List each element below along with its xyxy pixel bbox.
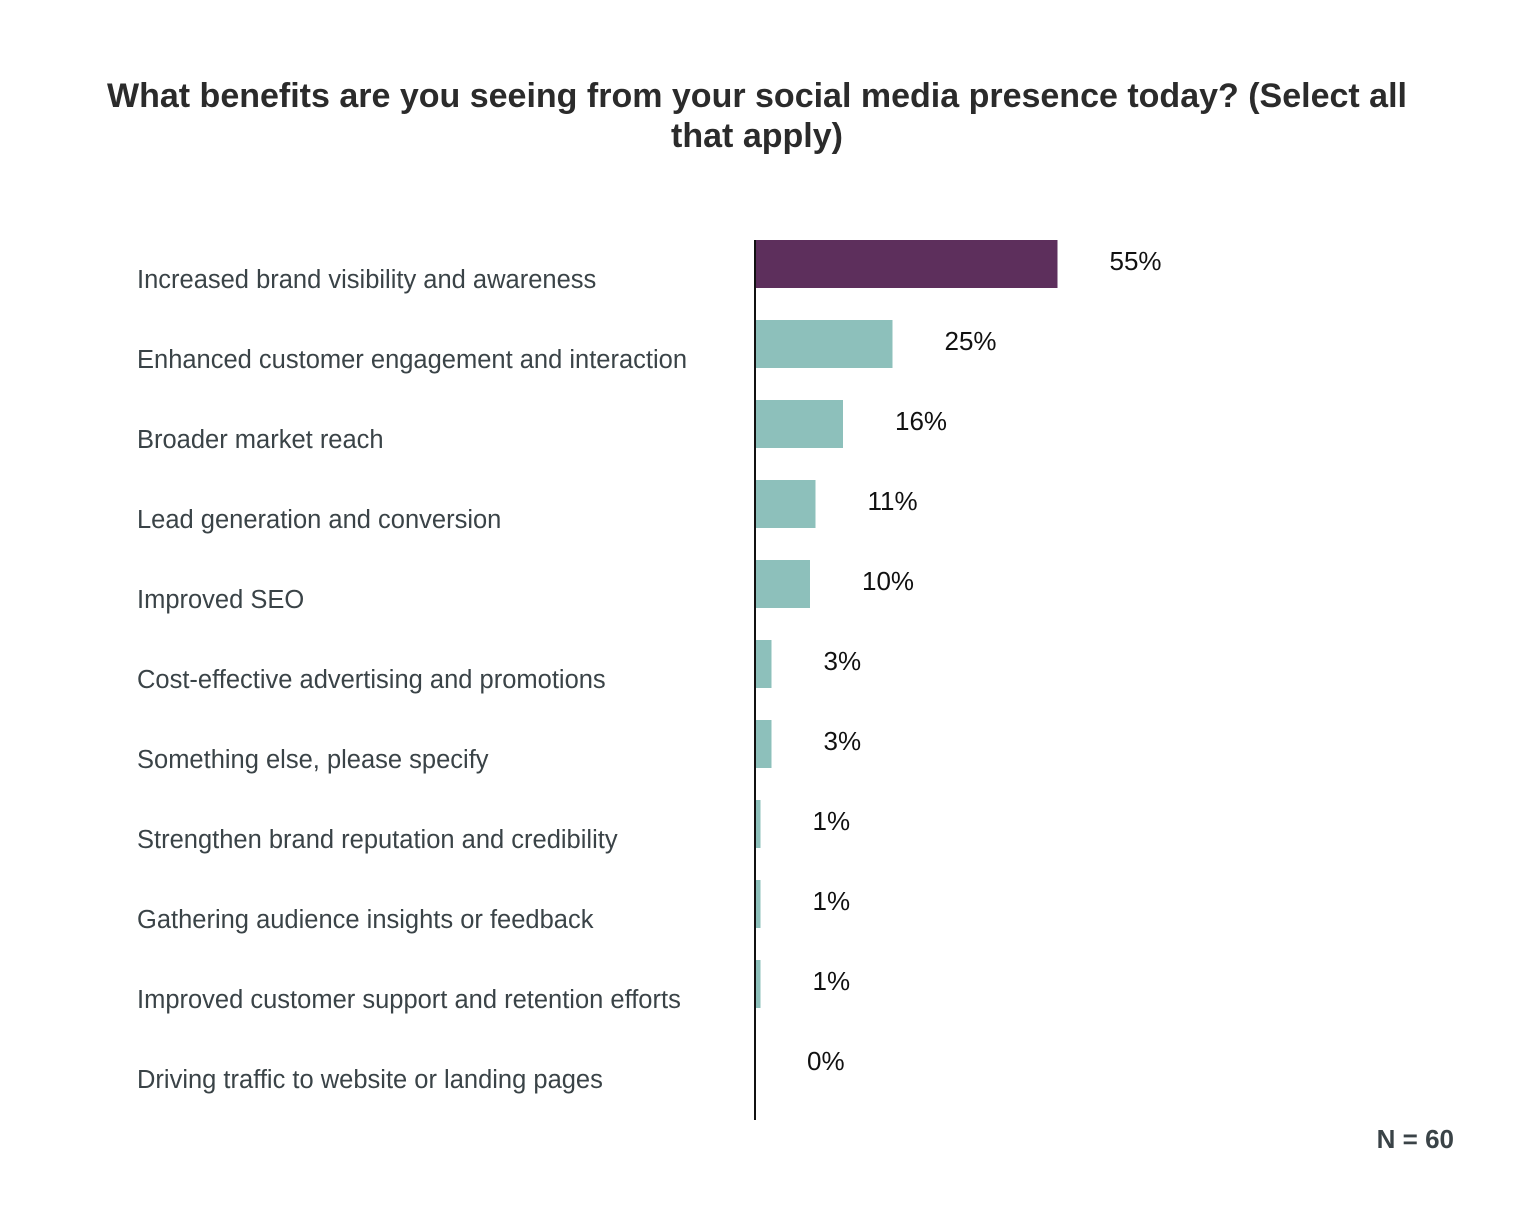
category-label-6: Cost-effective advertising and promotion… — [137, 666, 606, 694]
bar-7 — [755, 720, 772, 768]
category-label-5: Improved SEO — [137, 586, 304, 614]
category-labels: Increased brand visibility and awareness… — [137, 266, 687, 1094]
value-labels: 55% 25% 16% 11% 10% 3% 3% 1% 1% 1% 0% — [807, 246, 1162, 1076]
category-label-11: Driving traffic to website or landing pa… — [137, 1066, 603, 1094]
value-label-7: 3% — [824, 726, 862, 756]
bar-5 — [755, 560, 810, 608]
bar-4 — [755, 480, 816, 528]
sample-size-note: N = 60 — [1376, 1124, 1454, 1154]
value-label-1: 55% — [1110, 246, 1162, 276]
category-label-4: Lead generation and conversion — [137, 506, 501, 534]
chart-title: What benefits are you seeing from your s… — [107, 77, 1407, 155]
bar-8 — [755, 800, 761, 848]
category-label-8: Strengthen brand reputation and credibil… — [137, 826, 618, 854]
value-label-10: 1% — [813, 966, 851, 996]
value-label-3: 16% — [895, 406, 947, 436]
bar-10 — [755, 960, 761, 1008]
category-label-2: Enhanced customer engagement and interac… — [137, 346, 687, 374]
value-label-9: 1% — [813, 886, 851, 916]
category-label-9: Gathering audience insights or feedback — [137, 906, 594, 934]
category-label-3: Broader market reach — [137, 426, 384, 454]
category-label-1: Increased brand visibility and awareness — [137, 266, 596, 294]
value-label-8: 1% — [813, 806, 851, 836]
bar-1 — [755, 240, 1058, 288]
value-label-4: 11% — [868, 486, 918, 516]
bar-9 — [755, 880, 761, 928]
bar-2 — [755, 320, 893, 368]
bars — [755, 240, 1058, 1008]
category-label-7: Something else, please specify — [137, 746, 489, 774]
bar-3 — [755, 400, 843, 448]
bar-6 — [755, 640, 772, 688]
value-label-2: 25% — [945, 326, 997, 356]
value-label-11: 0% — [807, 1046, 845, 1076]
value-label-5: 10% — [862, 566, 914, 596]
value-label-6: 3% — [824, 646, 862, 676]
category-label-10: Improved customer support and retention … — [137, 986, 681, 1014]
